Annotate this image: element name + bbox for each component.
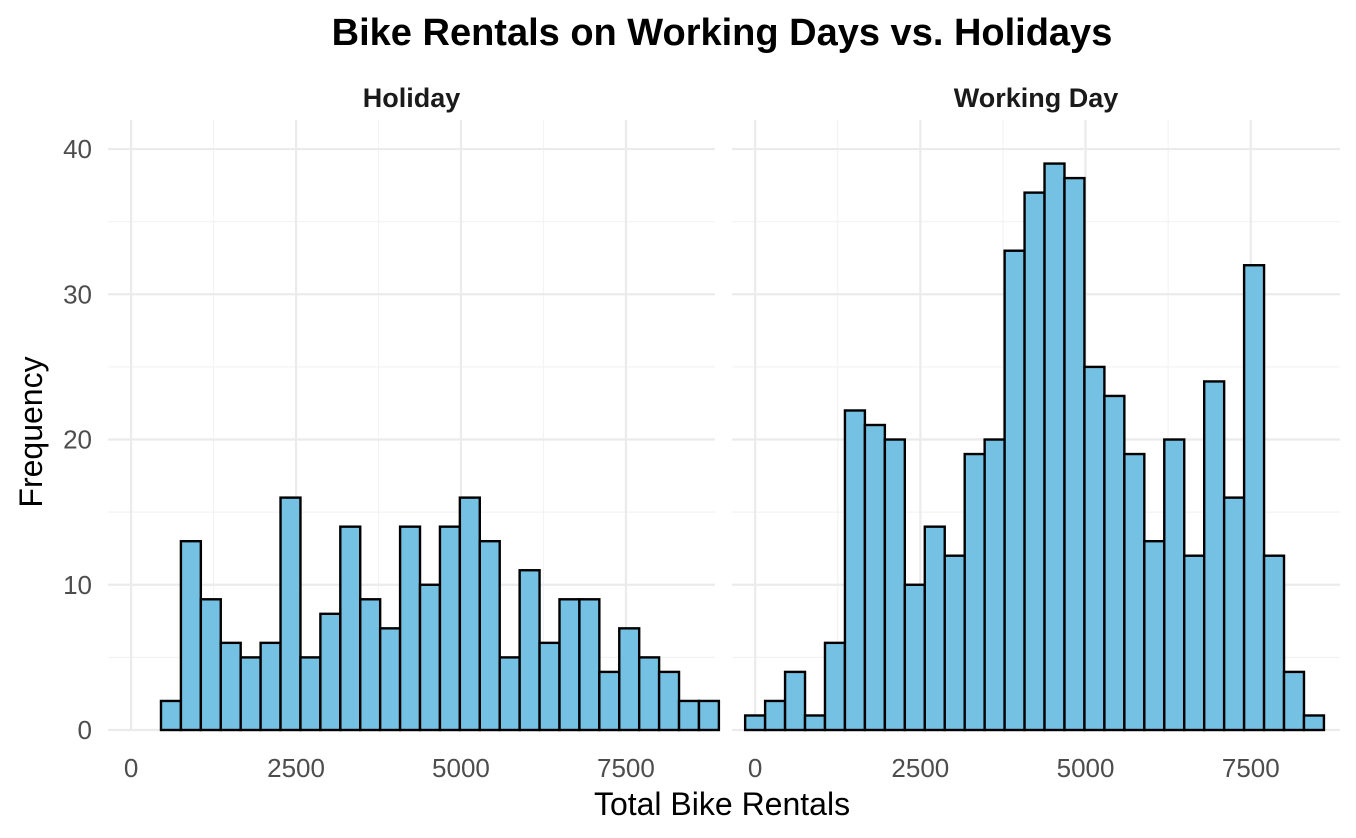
histogram-bar (923, 525, 946, 732)
y-tick-label: 0 (78, 715, 92, 745)
histogram-bar (983, 438, 1006, 732)
y-tick-label: 30 (63, 279, 92, 309)
histogram-bar (1183, 554, 1206, 732)
facet-panel-working-day: Working Day 0 2500 5000 7500 (732, 83, 1340, 783)
histogram-bar (903, 583, 926, 732)
histogram-bar (863, 423, 887, 732)
histogram-bar (1063, 176, 1086, 732)
facet-strip-label: Working Day (954, 83, 1119, 113)
histogram-bar (1202, 380, 1226, 732)
histogram-bar (1103, 394, 1126, 732)
y-tick-label: 20 (63, 425, 92, 455)
y-axis-title: Frequency (13, 356, 49, 507)
y-tick-label: 40 (63, 134, 92, 164)
histogram-bar (943, 554, 966, 732)
histogram-bar (518, 569, 541, 732)
histogram-bar (618, 627, 641, 732)
x-tick-label: 5000 (1057, 753, 1115, 783)
histogram-bar (1282, 670, 1306, 732)
y-tick-label: 10 (63, 570, 92, 600)
histogram-bar (418, 583, 442, 732)
histogram-bar (1083, 365, 1106, 732)
histogram-bar (843, 409, 867, 732)
histogram-bar (199, 598, 222, 732)
x-axis-title: Total Bike Rentals (594, 786, 850, 822)
x-tick-label: 0 (124, 753, 138, 783)
histogram-bar (637, 656, 661, 732)
histogram-bar (803, 714, 827, 732)
histogram-bar (963, 452, 986, 732)
histogram-bar (179, 539, 203, 732)
histogram-bar (598, 670, 621, 732)
histogram-bar (657, 670, 681, 732)
histogram-bar (677, 699, 701, 732)
histogram-bar (578, 598, 601, 732)
histogram-bar (1222, 496, 1246, 732)
histogram-bar (239, 656, 262, 732)
histogram-bar (398, 525, 422, 732)
histogram-bar (883, 438, 907, 732)
histogram-bar (1302, 714, 1326, 732)
histogram-bar (259, 641, 282, 732)
histogram-bar (478, 539, 501, 732)
histogram-bar (359, 598, 382, 732)
histogram-bar (538, 641, 561, 732)
histogram-bar (299, 656, 322, 732)
histogram-bar (1043, 162, 1066, 732)
facet-panels: Holiday 0 2500 5000 7500 Working Day 0 2500 5000… (108, 83, 1340, 783)
histogram-bar (498, 656, 521, 732)
x-tick-label: 7500 (597, 753, 655, 783)
histogram-bar (378, 627, 402, 732)
histogram-bar (1143, 539, 1166, 732)
x-tick-label: 5000 (432, 753, 490, 783)
histogram-bar (219, 641, 242, 732)
histogram-bar (1262, 554, 1286, 732)
histogram-bar (1163, 438, 1186, 732)
histogram-bar (279, 496, 302, 732)
histogram-bar (319, 612, 342, 732)
histogram-bar (823, 641, 847, 732)
histogram-bar (438, 525, 462, 732)
histogram-bar (743, 714, 767, 732)
chart-title: Bike Rentals on Working Days vs. Holiday… (332, 12, 1113, 54)
histogram-bar (1123, 452, 1146, 732)
histogram-bar (763, 699, 787, 732)
histogram-bar (558, 598, 581, 732)
x-tick-label: 7500 (1222, 753, 1280, 783)
histogram-bar (458, 496, 481, 732)
histogram-bar (783, 670, 807, 732)
y-axis-tick-labels: 0 10 20 30 40 (63, 134, 92, 745)
histogram-bar (697, 699, 721, 732)
histogram-bar (1003, 249, 1026, 732)
facet-panel-holiday: Holiday 0 2500 5000 7500 (108, 83, 721, 783)
x-tick-label: 2500 (891, 753, 949, 783)
facet-strip-label: Holiday (363, 83, 461, 113)
histogram-bar (1242, 264, 1266, 732)
histogram-bar (339, 525, 362, 732)
x-tick-label: 2500 (267, 753, 325, 783)
histogram-bar (159, 699, 183, 732)
histogram-bar (1023, 191, 1046, 732)
x-tick-label: 0 (748, 753, 762, 783)
